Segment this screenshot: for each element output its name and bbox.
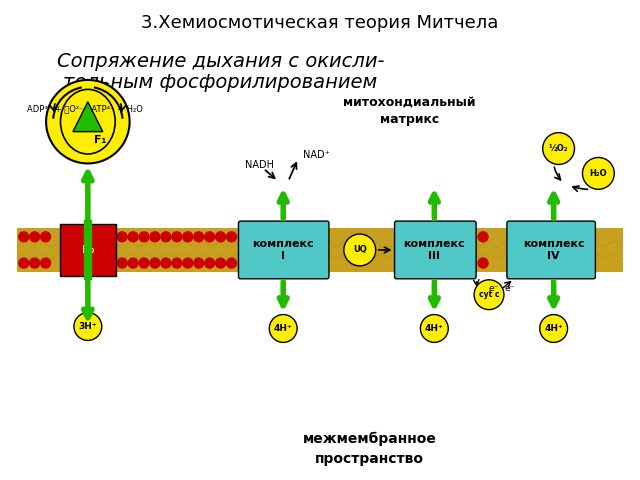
Circle shape [540, 314, 568, 342]
Circle shape [19, 232, 29, 242]
Circle shape [183, 232, 193, 242]
Bar [60, 224, 116, 276]
Text: 4H⁺: 4H⁺ [425, 324, 444, 333]
Circle shape [582, 157, 614, 189]
Text: Сопряжение дыхания с окисли-: Сопряжение дыхания с окисли- [57, 51, 385, 71]
Circle shape [227, 232, 237, 242]
Text: митохондиальный
матрикс: митохондиальный матрикс [343, 96, 476, 126]
Text: NADH: NADH [245, 160, 275, 170]
Text: ½O₂: ½O₂ [549, 144, 568, 153]
Circle shape [172, 232, 182, 242]
Circle shape [183, 258, 193, 268]
Bar [17, 228, 623, 272]
Circle shape [172, 258, 182, 268]
Circle shape [194, 258, 204, 268]
Text: UQ: UQ [353, 245, 367, 254]
Circle shape [46, 80, 130, 164]
Text: 3.Хемиосмотическая теория Митчела: 3.Хемиосмотическая теория Митчела [141, 14, 499, 32]
Circle shape [478, 232, 488, 242]
Text: e⁻: e⁻ [505, 284, 515, 293]
Circle shape [40, 258, 51, 268]
Text: тельным фосфорилированием: тельным фосфорилированием [63, 73, 378, 93]
Circle shape [205, 232, 214, 242]
Text: 3H⁺: 3H⁺ [79, 322, 97, 331]
FancyBboxPatch shape [395, 221, 476, 279]
Circle shape [161, 258, 171, 268]
Text: NAD⁺: NAD⁺ [303, 151, 330, 160]
Circle shape [216, 258, 225, 268]
Circle shape [543, 132, 575, 165]
Text: межмембранное
пространство: межмембранное пространство [303, 432, 436, 466]
Text: комплекс
IV: комплекс IV [523, 239, 584, 261]
Text: cyt c: cyt c [479, 290, 499, 299]
Text: комплекс
I: комплекс I [252, 239, 314, 261]
Circle shape [19, 258, 29, 268]
FancyBboxPatch shape [507, 221, 595, 279]
Circle shape [139, 232, 149, 242]
Circle shape [478, 258, 488, 268]
Circle shape [161, 232, 171, 242]
Circle shape [29, 258, 40, 268]
Circle shape [128, 232, 138, 242]
Text: комплекс
III: комплекс III [404, 239, 465, 261]
Text: H₂O: H₂O [589, 169, 607, 178]
Circle shape [227, 258, 237, 268]
Text: e⁻: e⁻ [488, 284, 499, 293]
Circle shape [40, 232, 51, 242]
Circle shape [474, 280, 504, 310]
Circle shape [344, 234, 376, 266]
Circle shape [139, 258, 149, 268]
FancyBboxPatch shape [239, 221, 329, 279]
Circle shape [420, 314, 448, 342]
Circle shape [29, 232, 40, 242]
Circle shape [216, 232, 225, 242]
Text: F₁: F₁ [93, 134, 106, 144]
Circle shape [128, 258, 138, 268]
Text: 4H⁺: 4H⁺ [274, 324, 292, 333]
Text: 4H⁺: 4H⁺ [545, 324, 563, 333]
Circle shape [150, 232, 160, 242]
Text: F₀: F₀ [82, 245, 94, 255]
Polygon shape [73, 102, 103, 132]
Circle shape [269, 314, 297, 342]
Circle shape [117, 258, 127, 268]
Circle shape [194, 232, 204, 242]
Circle shape [117, 232, 127, 242]
Circle shape [150, 258, 160, 268]
Text: ADP³⁻ + ⓅO²⁻   ATP⁴⁻ + H₂O: ADP³⁻ + ⓅO²⁻ ATP⁴⁻ + H₂O [27, 104, 143, 113]
Circle shape [205, 258, 214, 268]
Circle shape [74, 312, 102, 340]
